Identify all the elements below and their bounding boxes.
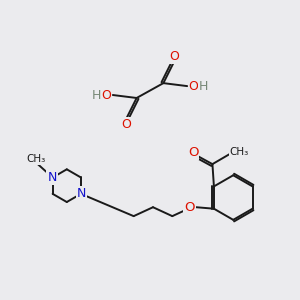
Text: O: O xyxy=(189,80,199,93)
Text: N: N xyxy=(77,187,86,200)
Text: N: N xyxy=(47,171,57,184)
Text: O: O xyxy=(184,201,195,214)
Text: O: O xyxy=(101,88,111,101)
Text: H: H xyxy=(92,88,101,101)
Text: O: O xyxy=(121,118,131,131)
Text: CH₃: CH₃ xyxy=(27,154,46,164)
Text: H: H xyxy=(199,80,208,93)
Text: O: O xyxy=(169,50,179,63)
Text: O: O xyxy=(188,146,198,159)
Text: CH₃: CH₃ xyxy=(230,147,249,157)
